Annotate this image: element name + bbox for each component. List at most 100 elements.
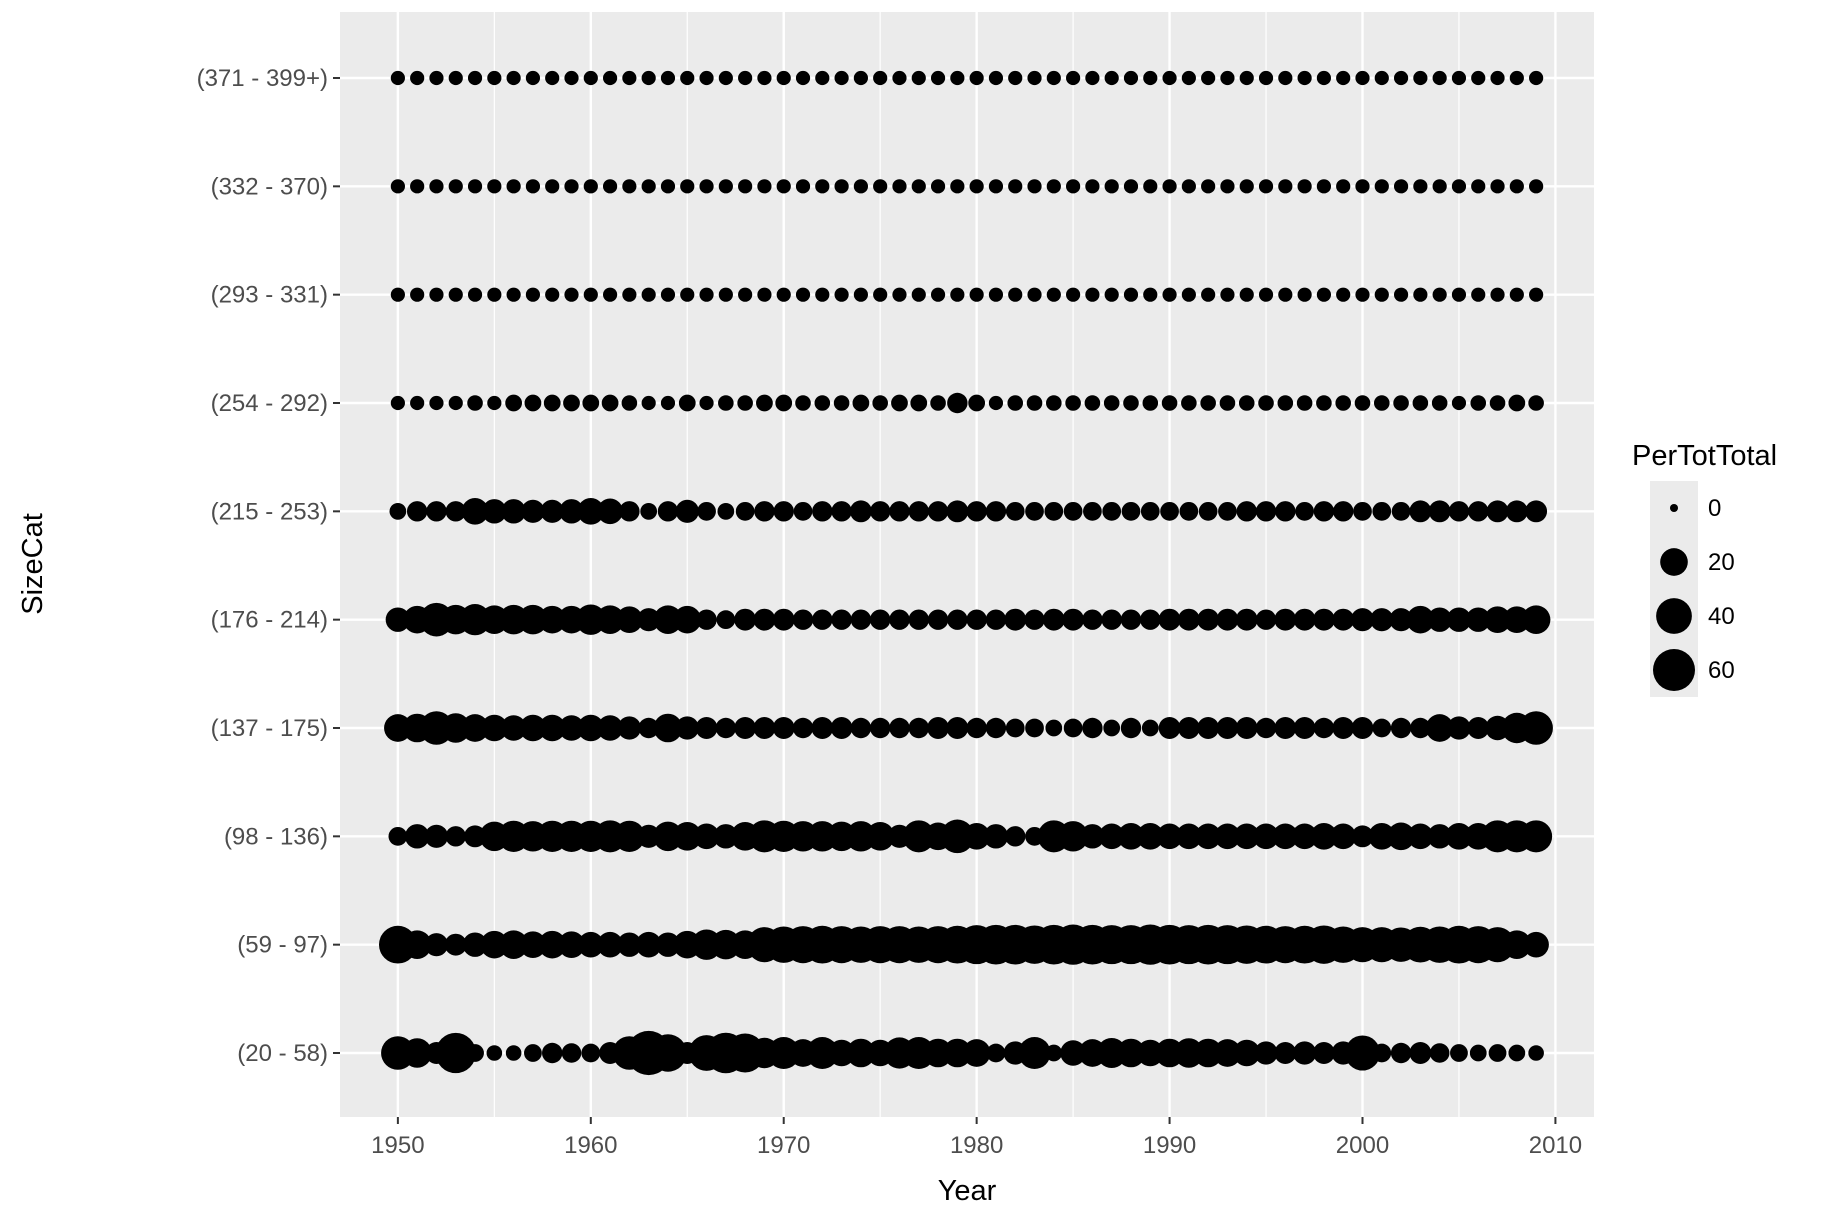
data-point bbox=[441, 713, 471, 743]
data-point bbox=[406, 501, 428, 522]
data-point bbox=[850, 609, 872, 630]
data-point bbox=[930, 287, 946, 302]
data-point bbox=[660, 179, 676, 194]
data-point bbox=[583, 179, 598, 194]
data-point bbox=[985, 501, 1007, 522]
data-point bbox=[487, 395, 502, 411]
data-point bbox=[950, 287, 965, 302]
data-point bbox=[1274, 1042, 1297, 1064]
data-point bbox=[1140, 609, 1161, 630]
data-point bbox=[1353, 501, 1372, 521]
data-point bbox=[1063, 501, 1083, 521]
data-point bbox=[410, 179, 425, 194]
data-point bbox=[1296, 395, 1313, 411]
data-point bbox=[1123, 179, 1139, 194]
data-point bbox=[1253, 823, 1279, 850]
data-point bbox=[869, 501, 891, 522]
data-point bbox=[1060, 1040, 1086, 1066]
data-point bbox=[1413, 70, 1428, 86]
data-point bbox=[1310, 823, 1338, 850]
data-point bbox=[873, 287, 888, 302]
data-point bbox=[988, 179, 1004, 194]
data-point bbox=[1136, 823, 1164, 850]
data-point bbox=[1220, 179, 1235, 194]
data-point bbox=[699, 70, 714, 86]
data-point bbox=[1470, 395, 1487, 411]
data-point bbox=[947, 392, 968, 414]
data-point bbox=[1046, 70, 1061, 86]
data-point bbox=[1389, 608, 1413, 632]
data-point bbox=[1316, 179, 1332, 194]
data-point bbox=[1181, 395, 1197, 411]
data-point bbox=[1469, 1044, 1487, 1062]
data-point bbox=[410, 395, 425, 411]
data-point bbox=[1471, 70, 1486, 86]
data-point bbox=[621, 395, 638, 411]
data-point bbox=[622, 70, 637, 86]
y-axis: (20 - 58) (59 - 97) (98 - 136) (137 - 175) (… bbox=[197, 65, 340, 1067]
data-point bbox=[597, 931, 623, 958]
data-point bbox=[675, 716, 699, 740]
data-point bbox=[525, 70, 541, 86]
data-point bbox=[1181, 70, 1196, 86]
data-point bbox=[846, 1038, 876, 1068]
data-point bbox=[772, 608, 795, 631]
data-point bbox=[1293, 608, 1316, 631]
data-point bbox=[506, 179, 521, 194]
data-point bbox=[1393, 287, 1409, 302]
data-point bbox=[500, 715, 527, 741]
legend-label: 0 bbox=[1708, 495, 1721, 522]
data-point bbox=[834, 179, 849, 194]
data-point bbox=[695, 717, 718, 739]
data-point bbox=[985, 717, 1007, 739]
legend-point bbox=[1660, 548, 1688, 576]
data-point bbox=[1085, 179, 1100, 194]
data-point bbox=[597, 498, 623, 525]
data-point bbox=[1313, 717, 1335, 739]
data-point bbox=[776, 70, 791, 86]
data-point bbox=[1082, 717, 1103, 739]
data-point bbox=[1258, 395, 1274, 411]
data-point bbox=[869, 609, 891, 630]
data-point bbox=[545, 70, 560, 86]
data-point bbox=[969, 287, 984, 302]
data-point bbox=[1027, 70, 1042, 86]
data-point bbox=[1005, 718, 1025, 738]
data-point bbox=[772, 717, 795, 739]
data-point bbox=[1451, 395, 1467, 411]
data-point bbox=[467, 287, 483, 302]
data-point bbox=[538, 930, 567, 959]
data-point bbox=[1103, 395, 1120, 411]
data-point bbox=[637, 608, 661, 632]
data-point bbox=[559, 499, 584, 524]
data-point bbox=[617, 932, 642, 957]
data-point bbox=[1445, 823, 1473, 850]
data-point bbox=[524, 1044, 542, 1062]
data-point bbox=[1312, 1042, 1335, 1064]
data-point bbox=[775, 394, 793, 412]
data-point bbox=[655, 932, 681, 957]
data-point bbox=[1197, 717, 1220, 739]
data-point bbox=[467, 70, 483, 86]
data-point bbox=[467, 395, 483, 411]
data-point bbox=[616, 606, 643, 633]
data-point bbox=[602, 179, 618, 194]
data-point bbox=[1161, 395, 1178, 411]
data-point bbox=[1471, 179, 1486, 194]
data-point bbox=[1018, 1036, 1051, 1070]
data-point bbox=[946, 500, 969, 523]
data-point bbox=[538, 714, 566, 742]
data-point bbox=[1080, 824, 1105, 849]
data-point bbox=[1236, 501, 1257, 522]
data-point bbox=[1451, 287, 1467, 302]
data-point bbox=[1120, 717, 1142, 739]
data-point bbox=[1258, 70, 1274, 86]
data-point bbox=[792, 717, 814, 739]
data-point bbox=[1104, 179, 1119, 194]
data-point bbox=[543, 394, 561, 412]
data-point bbox=[793, 501, 813, 521]
data-point bbox=[1410, 717, 1431, 739]
data-point bbox=[983, 824, 1009, 849]
data-point bbox=[1486, 500, 1509, 523]
x-tick-label: 1980 bbox=[950, 1132, 1003, 1159]
